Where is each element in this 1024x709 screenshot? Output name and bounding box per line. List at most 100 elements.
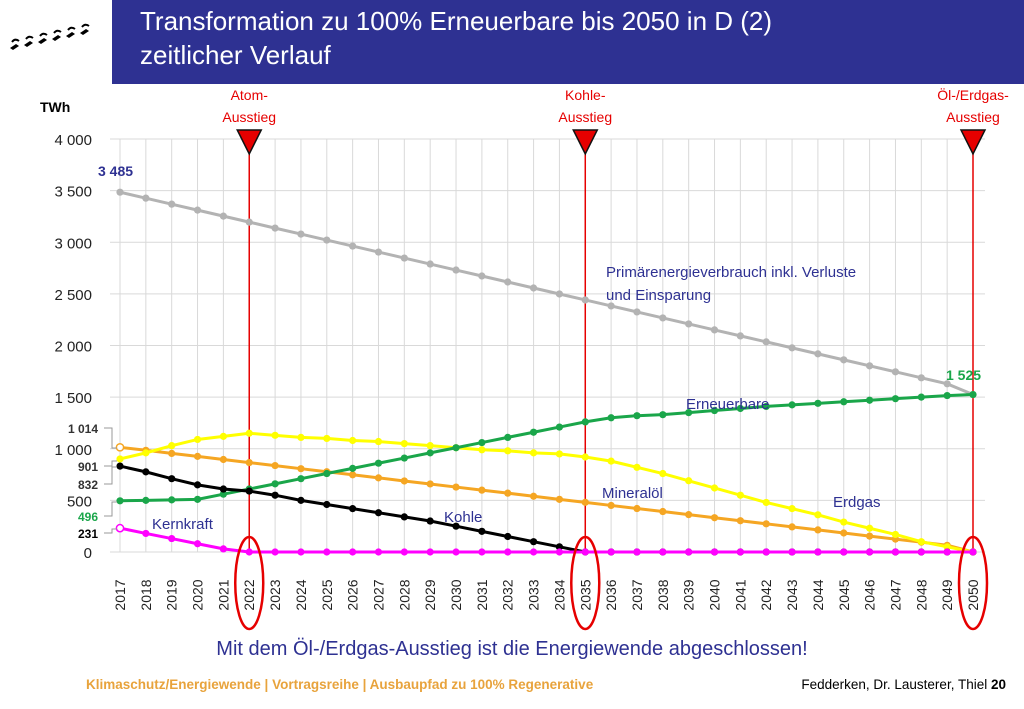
point-coal-2030 [452,522,460,530]
x-tick-label: 2023 [267,579,283,610]
point-coal-2027 [374,509,383,517]
point-gas-2019 [168,442,176,450]
point-nuclear-2023 [271,548,279,556]
x-tick-label: 2020 [190,579,206,610]
point-primary-2035 [581,296,589,304]
point-renewables-2045 [840,398,848,406]
x-tick-label: 2018 [138,579,154,610]
point-renewables-2040 [710,406,719,415]
x-tick-label: 2022 [241,579,257,610]
label-renewables: Erneuerbare [686,396,769,413]
axes: 0 500 1 000 1 500 2 000 2 500 3 000 3 500 4 000 2… [54,132,989,631]
point-nuclear-2037 [633,548,641,556]
footer-series-info: Klimaschutz/Energiewende | Vortragsreihe… [86,677,594,692]
point-primary-2031 [478,272,486,280]
x-tick-label: 2027 [370,579,386,610]
point-gas-2034 [555,450,564,458]
x-tick-label: 2030 [448,579,464,610]
point-gas-2037 [633,463,641,471]
point-oil-2037 [633,504,641,513]
point-coal-2029 [426,517,434,525]
point-oil-2034 [555,495,564,503]
point-nuclear-2030 [452,548,460,556]
marker-label-2050-line2: Ausstieg [946,109,1000,125]
label-gas: Erdgas [833,494,881,511]
point-primary-2045 [840,356,848,364]
hands-logo-icon [10,23,90,50]
x-tick-label: 2049 [939,579,955,610]
point-primary-2036 [607,302,615,310]
point-nuclear-2045 [840,548,848,556]
x-tick-label: 2040 [707,579,723,610]
point-primary-2041 [736,332,744,340]
point-coal-2031 [478,527,486,535]
point-renewables-2044 [814,399,822,407]
point-renewables-2041 [736,404,744,413]
point-oil-2036 [607,501,615,510]
marker-label-2035-line2: Ausstieg [558,109,612,125]
point-renewables-2023 [271,480,279,488]
x-tick-label: 2029 [422,579,438,610]
point-coal-2023 [271,491,279,499]
point-renewables-2050 [969,390,977,399]
point-renewables-2049 [943,391,951,400]
point-nuclear-2049 [943,548,951,556]
point-nuclear-2044 [814,548,822,556]
point-gas-2038 [659,469,667,478]
footer-author-names: Fedderken, Dr. Lausterer, Thiel [801,677,991,692]
x-tick-label: 2019 [164,579,180,610]
logo [0,0,113,84]
point-nuclear-2018 [142,529,150,538]
x-tick-label: 2028 [396,579,412,610]
point-nuclear-2034 [555,548,564,556]
point-gas-2028 [400,439,408,448]
point-renewables-2028 [400,454,408,462]
highlight-ellipse-2035 [570,535,601,631]
point-primary-2043 [788,344,796,352]
point-primary-2028 [400,254,408,262]
point-renewables-2032 [504,433,512,441]
point-gas-2042 [762,498,770,507]
series-line-primary [119,190,974,396]
point-primary-2021 [219,212,227,220]
x-tick-label: 2042 [758,579,774,610]
point-nuclear-2031 [478,548,486,556]
point-nuclear-2024 [297,548,305,556]
point-nuclear-2048 [917,548,925,556]
point-gas-2043 [788,505,796,513]
point-renewables-2034 [555,423,564,431]
point-nuclear-2035 [581,548,589,556]
point-renewables-2024 [297,475,305,483]
highlight-ellipse-2050 [957,535,989,631]
point-primary-2039 [685,320,693,328]
footer-authors: Fedderken, Dr. Lausterer, Thiel 20 [801,677,1006,692]
series-line-nuclear [119,526,973,554]
point-primary-2018 [142,194,150,202]
point-nuclear-2050 [969,548,977,556]
point-primary-2049 [943,380,951,388]
point-oil-2038 [659,507,667,516]
phase-markers: Atom- Ausstieg Kohle- Ausstieg Öl-/Erdgas- Au… [222,86,1009,552]
point-renewables-2020 [193,495,202,503]
point-nuclear-2026 [349,548,357,556]
x-tick-label: 2047 [887,579,903,610]
point-oil-2040 [710,514,719,522]
point-gas-2027 [374,437,383,446]
marker-triangle-2050 [959,129,987,156]
point-oil-2046 [866,532,874,540]
point-renewables-2043 [788,401,796,409]
point-oil-2026 [349,471,357,479]
point-primary-2034 [555,290,564,298]
point-primary-2020 [193,206,202,214]
point-nuclear-2022 [245,548,253,556]
point-gas-2045 [840,518,848,526]
point-gas-2036 [607,457,615,465]
point-gas-2026 [349,436,357,445]
point-oil-2041 [736,517,744,525]
point-oil-2020 [193,452,202,460]
point-nuclear-2046 [866,548,874,556]
y-tick-label: 500 [67,493,92,510]
title-bar: Transformation zu 100% Erneuerbare bis 2… [112,0,1024,84]
x-tick-label: 2033 [526,579,542,610]
page-title: Transformation zu 100% Erneuerbare bis 2… [140,4,1010,72]
